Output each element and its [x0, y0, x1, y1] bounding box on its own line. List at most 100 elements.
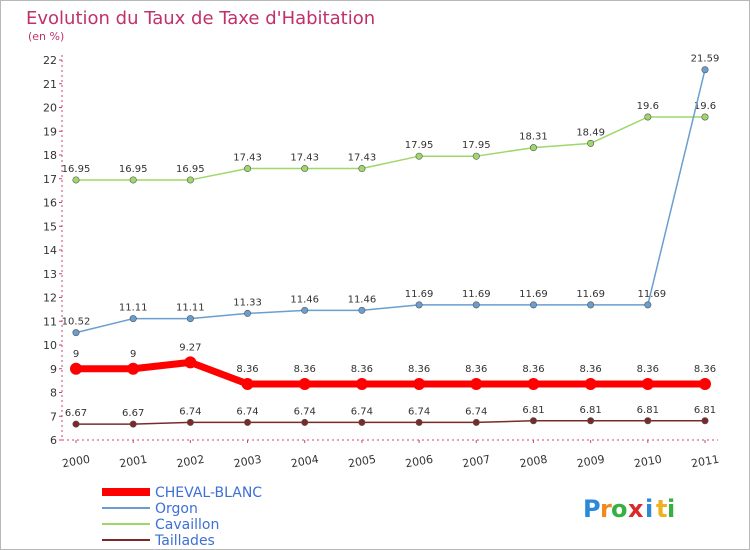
- data-point: [415, 301, 423, 309]
- data-label: 18.31: [519, 132, 548, 143]
- data-label: 11.11: [119, 303, 148, 314]
- data-label: 8.36: [294, 364, 316, 375]
- data-point: [129, 420, 137, 428]
- data-point: [72, 176, 80, 184]
- data-label: 16.95: [176, 164, 205, 175]
- data-label: 11.69: [462, 289, 491, 300]
- data-point: [244, 165, 252, 173]
- data-label: 11.11: [176, 303, 205, 314]
- data-label: 19.6: [637, 101, 659, 112]
- data-label: 6.67: [65, 408, 87, 419]
- x-tick-label: 2001: [118, 453, 148, 471]
- series-line: [75, 116, 706, 181]
- data-label: 6.74: [351, 406, 373, 417]
- data-label: 17.43: [290, 153, 319, 164]
- y-tick-label: 18: [43, 149, 57, 162]
- data-point: [529, 301, 537, 309]
- data-point: [358, 165, 366, 173]
- y-tick-label: 19: [43, 125, 57, 138]
- data-point: [127, 362, 140, 375]
- data-label: 6.74: [465, 406, 487, 417]
- data-point: [641, 377, 654, 390]
- data-point: [527, 377, 540, 390]
- x-tick-label: 2002: [176, 453, 206, 471]
- data-label: 11.46: [290, 294, 319, 305]
- y-tick-label: 11: [43, 315, 57, 328]
- data-point: [129, 176, 137, 184]
- data-point: [415, 418, 423, 426]
- series-taillades: 6.67 6.67 6.74 6.74 6.74 6.74 6.74 6.74 6.81 6.81…: [65, 405, 716, 428]
- y-tick-label: 13: [43, 268, 57, 281]
- y-tick-label: 9: [50, 363, 57, 376]
- data-label: 8.36: [408, 364, 430, 375]
- y-tick-label: 21: [43, 78, 57, 91]
- data-point: [301, 306, 309, 314]
- series-line: [72, 358, 709, 388]
- data-point: [529, 417, 537, 425]
- data-label: 17.95: [405, 140, 434, 151]
- legend-label: CHEVAL-BLANC: [155, 485, 262, 501]
- data-label: 8.36: [694, 364, 716, 375]
- data-point: [584, 377, 597, 390]
- data-point: [241, 377, 254, 390]
- data-label: 8.36: [236, 364, 258, 375]
- logo-letter: r: [600, 495, 612, 523]
- data-point: [358, 418, 366, 426]
- data-point: [701, 113, 709, 121]
- series-line: [75, 420, 706, 425]
- data-point: [472, 418, 480, 426]
- data-label: 11.33: [233, 297, 262, 308]
- data-label: 11.69: [576, 289, 605, 300]
- logo-letter: x: [628, 495, 644, 523]
- series-line: [75, 68, 706, 334]
- data-point: [244, 309, 252, 317]
- x-tick-label: 2000: [61, 453, 91, 471]
- data-point: [701, 66, 709, 74]
- series-cheval-blanc: 9 9 9.27 8.36 8.36 8.36 8.36 8.36 8.36 8.36 8.36 8.…: [70, 342, 716, 390]
- data-label: 8.36: [637, 364, 659, 375]
- logo-letter: t: [656, 495, 667, 523]
- data-label: 10.52: [62, 317, 91, 328]
- data-point: [298, 377, 311, 390]
- data-point: [701, 417, 709, 425]
- data-label: 11.46: [348, 294, 377, 305]
- data-label: 8.36: [580, 364, 602, 375]
- data-label: 21.59: [691, 54, 720, 65]
- chart-subtitle: (en %): [28, 30, 64, 43]
- data-point: [70, 362, 82, 375]
- data-point: [355, 377, 368, 390]
- logo-letter: i: [667, 495, 675, 523]
- data-point: [186, 418, 194, 426]
- data-point: [470, 377, 483, 390]
- x-tick-label: 2010: [633, 453, 663, 471]
- data-point: [413, 377, 426, 390]
- data-label: 6.67: [122, 408, 144, 419]
- axes: 6 7 8 9 10 11 12 13 14 15 16 17 18 19 20 21 22 2000 2001 20…: [43, 54, 720, 470]
- data-point: [587, 139, 595, 147]
- data-point: [644, 113, 652, 121]
- x-tick-label: 2003: [233, 453, 263, 471]
- legend-label: Orgon: [155, 501, 198, 517]
- data-point: [644, 417, 652, 425]
- y-tick-label: 8: [50, 387, 57, 400]
- data-label: 11.69: [405, 289, 434, 300]
- data-point: [72, 420, 80, 428]
- data-label: 6.74: [408, 406, 430, 417]
- x-tick-label: 2006: [404, 453, 434, 471]
- data-label: 6.74: [294, 406, 316, 417]
- y-tick-label: 6: [50, 434, 57, 447]
- y-tick-label: 20: [43, 102, 57, 115]
- y-tick-label: 12: [43, 292, 57, 305]
- data-label: 6.74: [236, 406, 258, 417]
- data-label: 18.49: [576, 127, 605, 138]
- y-tick-label: 10: [43, 339, 57, 352]
- y-tick-label: 16: [43, 197, 57, 210]
- x-tick-label: 2004: [290, 453, 320, 471]
- data-point: [301, 418, 309, 426]
- data-point: [244, 418, 252, 426]
- data-point: [529, 144, 537, 152]
- y-tick-label: 15: [43, 220, 57, 233]
- data-label: 17.43: [233, 153, 262, 164]
- chart-title: Evolution du Taux de Taxe d'Habitation: [26, 8, 375, 29]
